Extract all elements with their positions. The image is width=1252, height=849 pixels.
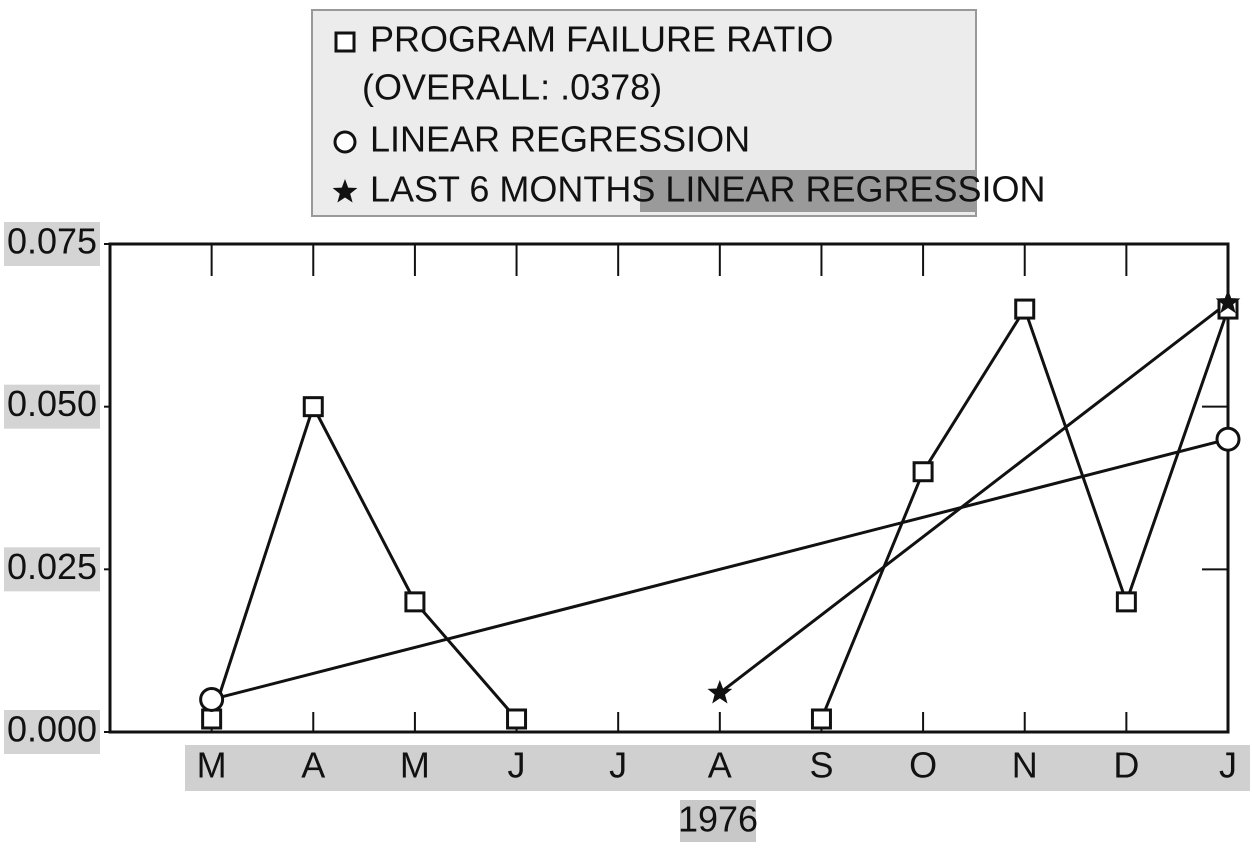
x-tick-label: J bbox=[1219, 745, 1237, 786]
y-tick-label: 0.050 bbox=[7, 383, 97, 424]
x-tick-label: J bbox=[609, 745, 627, 786]
x-axis-band bbox=[185, 745, 1250, 791]
y-tick-box bbox=[4, 384, 100, 429]
y-tick-box bbox=[4, 710, 100, 754]
marker bbox=[201, 708, 223, 730]
x-tick-label: S bbox=[809, 745, 833, 786]
marker bbox=[199, 686, 225, 712]
legend-label: PROGRAM FAILURE RATIO bbox=[370, 19, 833, 60]
x-tick-label: M bbox=[400, 745, 430, 786]
x-tick-label: M bbox=[197, 745, 227, 786]
marker bbox=[302, 396, 324, 418]
x-label-box bbox=[680, 800, 756, 842]
marker bbox=[912, 461, 934, 483]
legend-marker bbox=[332, 179, 358, 203]
marker bbox=[1115, 591, 1137, 613]
x-tick-label: N bbox=[1012, 745, 1038, 786]
y-tick-label: 0.025 bbox=[7, 546, 97, 587]
y-tick-box bbox=[4, 222, 100, 266]
x-axis-label: 1976 bbox=[678, 799, 758, 840]
series-line bbox=[211, 437, 1229, 701]
marker bbox=[404, 591, 426, 613]
legend-note: (OVERALL: .0378) bbox=[362, 67, 662, 108]
marker bbox=[1014, 298, 1036, 320]
plot-frame bbox=[108, 242, 1230, 734]
marker bbox=[506, 708, 528, 730]
series-line bbox=[718, 301, 1229, 695]
x-tick-label: O bbox=[909, 745, 937, 786]
marker bbox=[810, 708, 832, 730]
legend-highlight bbox=[640, 170, 976, 212]
y-tick-label: 0.075 bbox=[7, 221, 97, 262]
marker bbox=[707, 680, 733, 704]
x-tick-label: J bbox=[508, 745, 526, 786]
legend-marker bbox=[334, 31, 356, 53]
legend-label: LAST 6 MONTHS LINEAR REGRESSION bbox=[370, 169, 1046, 210]
x-tick-label: A bbox=[301, 745, 325, 786]
marker bbox=[1215, 289, 1241, 314]
x-tick-label: A bbox=[708, 745, 732, 786]
y-tick-label: 0.000 bbox=[7, 709, 97, 750]
marker bbox=[1215, 426, 1241, 452]
legend-label: LINEAR REGRESSION bbox=[370, 119, 750, 160]
legend-marker bbox=[333, 130, 357, 154]
series-line bbox=[210, 305, 1230, 720]
y-tick-box bbox=[4, 547, 100, 592]
x-tick-label: D bbox=[1113, 745, 1139, 786]
